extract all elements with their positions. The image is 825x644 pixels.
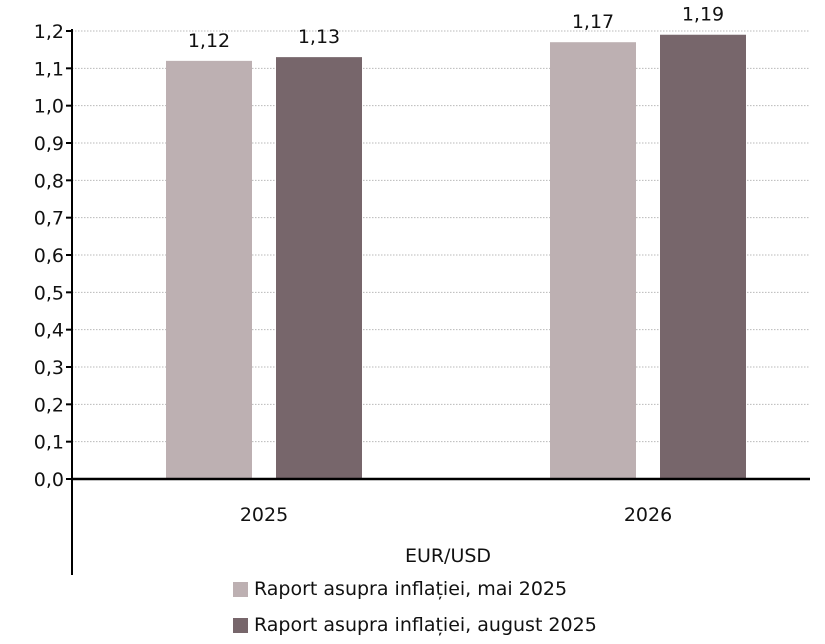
y-tick-label: 0,2	[34, 394, 64, 416]
bars	[166, 34, 746, 480]
legend-label: Raport asupra inflației, mai 2025	[254, 578, 567, 600]
data-label: 1,17	[572, 11, 614, 33]
y-tick-label: 0,5	[34, 282, 64, 304]
y-tick-label: 0,8	[34, 170, 64, 192]
y-tick-label: 0,9	[34, 133, 64, 155]
data-label: 1,19	[682, 4, 724, 26]
y-tick-label: 1,0	[34, 96, 64, 118]
legend-swatch	[233, 618, 248, 633]
y-tick-label: 0,0	[34, 469, 64, 491]
x-axis-labels: 2025 2026	[240, 504, 672, 526]
y-tick-label: 0,3	[34, 357, 64, 379]
legend-item: Raport asupra inflației, mai 2025	[233, 578, 567, 600]
legend: Raport asupra inflației, mai 2025 Raport …	[233, 578, 597, 636]
y-tick-label: 0,7	[34, 208, 64, 230]
axes	[71, 29, 810, 575]
category-group-title: EUR/USD	[405, 545, 491, 567]
y-tick-label: 1,2	[34, 21, 64, 43]
bar	[166, 60, 252, 479]
y-tick-label: 1,1	[34, 58, 64, 80]
y-tick-label: 0,1	[34, 432, 64, 454]
y-axis-ticks: 0,0 0,1 0,2 0,3 0,4 0,5 0,6 0,7 0,8 0,9 1,0 1,1 1,2	[34, 21, 72, 491]
data-label: 1,12	[188, 30, 230, 52]
data-label: 1,13	[298, 26, 340, 48]
legend-label: Raport asupra inflației, august 2025	[254, 614, 597, 636]
x-axis-label: 2026	[624, 504, 672, 526]
bar	[276, 57, 362, 480]
bar	[550, 42, 636, 479]
legend-item: Raport asupra inflației, august 2025	[233, 614, 597, 636]
y-tick-label: 0,4	[34, 320, 64, 342]
bar	[660, 34, 746, 479]
x-axis-label: 2025	[240, 504, 288, 526]
legend-swatch	[233, 582, 248, 597]
data-labels: 1,12 1,13 1,17 1,19	[188, 4, 724, 52]
y-tick-label: 0,6	[34, 245, 64, 267]
